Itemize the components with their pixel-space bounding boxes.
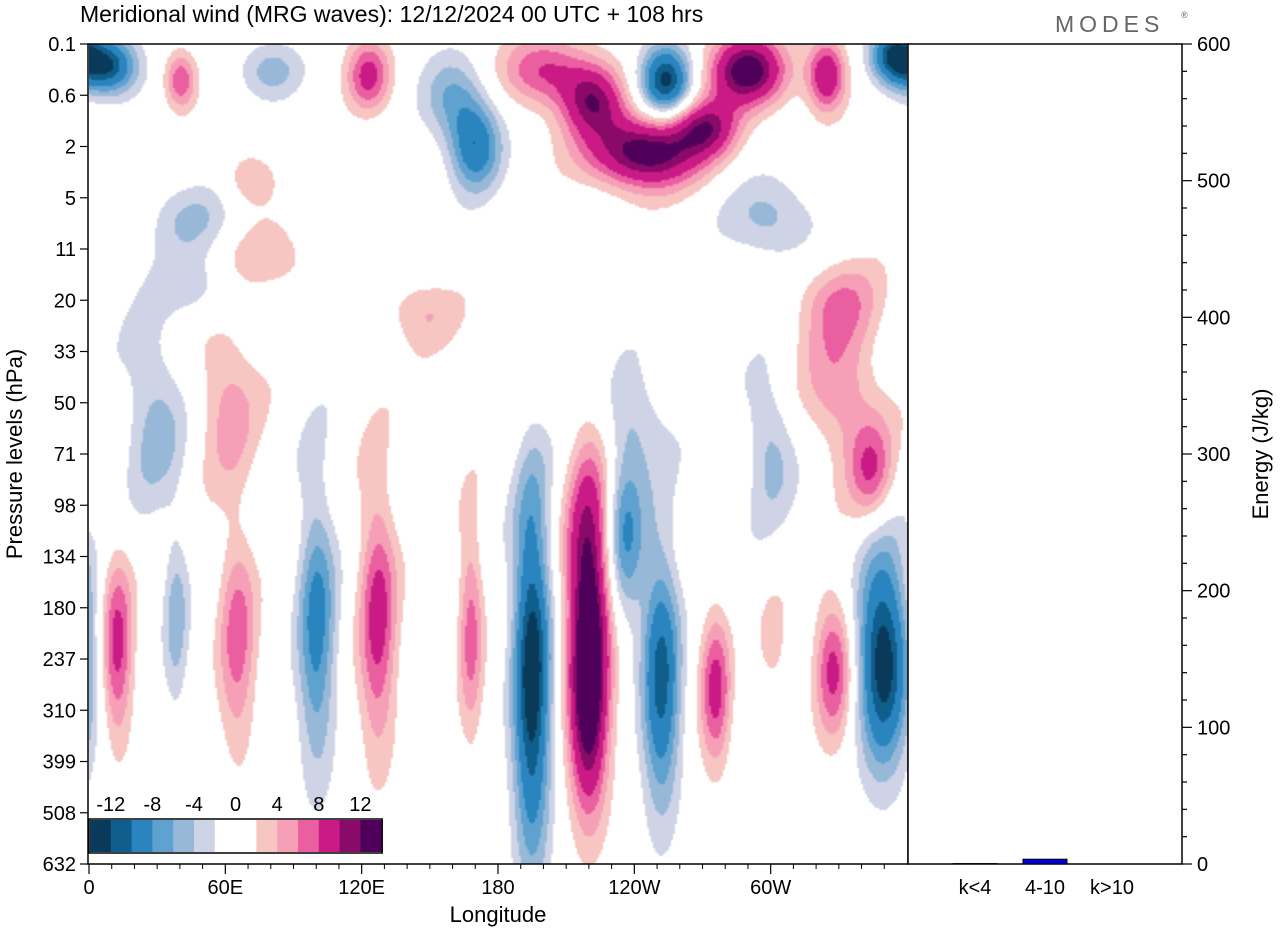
colorbar-swatch [339, 820, 361, 852]
energy-category-label: 4-10 [1025, 877, 1065, 899]
longitude-axis: 0 60E 120E 180 120W 60W [83, 864, 885, 899]
colorbar-swatch [214, 820, 237, 852]
y-tick-label: 0.6 [48, 85, 76, 107]
energy-axis: 0 100 200 300 400 500 600 [1182, 34, 1230, 876]
y-tick-label: 0.1 [48, 34, 76, 56]
x-tick-label: 60W [750, 877, 791, 899]
y-tick-label: 2 [65, 137, 76, 159]
colorbar-label: 8 [313, 794, 324, 816]
colorbar-swatch [256, 820, 278, 852]
x-tick-label: 60E [208, 877, 244, 899]
y-axis-label: Pressure levels (hPa) [2, 349, 27, 559]
y-tick-label: 98 [54, 495, 76, 517]
energy-tick-label: 100 [1197, 717, 1230, 739]
colorbar-swatch [131, 820, 153, 852]
energy-tick-label: 500 [1197, 171, 1230, 193]
y-tick-label: 11 [55, 239, 76, 261]
energy-tick-label: 600 [1197, 34, 1230, 56]
y-tick-label: 310 [43, 700, 76, 722]
y-tick-label: 20 [54, 290, 76, 312]
colorbar-swatch [194, 820, 216, 852]
colorbar-swatch [152, 820, 174, 852]
energy-panel [907, 43, 1183, 865]
colorbar-label: -12 [96, 794, 125, 816]
energy-tick-label: 0 [1197, 854, 1208, 876]
y-tick-label: 5 [65, 188, 76, 210]
chart-title: Meridional wind (MRG waves): 12/12/2024 … [80, 1, 703, 27]
y-tick-label: 399 [43, 752, 76, 774]
brand-registered-mark: ® [1181, 10, 1188, 20]
colorbar-label: -8 [144, 794, 162, 816]
energy-tick-label: 300 [1197, 444, 1230, 466]
y-tick-label: 237 [43, 649, 76, 671]
colorbar-swatch [173, 820, 195, 852]
energy-bars: k<4 4-10 k>10 [952, 858, 1134, 899]
x-tick-label: 180 [481, 877, 514, 899]
colorbar-label: 12 [349, 794, 371, 816]
y-tick-label: 134 [43, 547, 76, 569]
wind-contour-field [89, 44, 907, 864]
x-axis-label: Longitude [450, 902, 547, 927]
colorbar-swatch [110, 820, 133, 852]
energy-tick-label: 200 [1197, 581, 1230, 603]
y-tick-label: 71 [54, 444, 76, 466]
y-tick-label: 180 [43, 598, 76, 620]
colorbar-label: -4 [185, 794, 203, 816]
colorbar: -12 -8 -4 0 4 8 12 [88, 794, 383, 854]
x-tick-label: 120W [608, 877, 660, 899]
colorbar-swatch [360, 820, 382, 852]
colorbar-swatch [318, 820, 341, 852]
colorbar-swatch [235, 820, 257, 852]
colorbar-label: 0 [230, 794, 241, 816]
colorbar-swatch [277, 820, 299, 852]
y-tick-label: 50 [54, 393, 76, 415]
y-tick-label: 632 [43, 854, 76, 876]
energy-category-label: k>10 [1090, 877, 1134, 899]
x-tick-label: 120E [338, 877, 385, 899]
colorbar-swatch [298, 820, 320, 852]
colorbar-swatch [90, 820, 112, 852]
colorbar-label: 4 [272, 794, 283, 816]
energy-bar [1022, 858, 1068, 865]
energy-tick-label: 400 [1197, 307, 1230, 329]
energy-category-label: k<4 [959, 877, 992, 899]
pressure-axis: 0.1 0.6 2 5 11 20 33 50 71 98 134 180 237 310 399 508 63… [43, 34, 88, 876]
y-tick-label: 508 [43, 803, 76, 825]
brand-logo: MODES [1055, 11, 1164, 37]
x-tick-label: 0 [83, 877, 94, 899]
energy-axis-label: Energy (J/kg) [1248, 389, 1273, 520]
y-tick-label: 33 [54, 342, 76, 364]
